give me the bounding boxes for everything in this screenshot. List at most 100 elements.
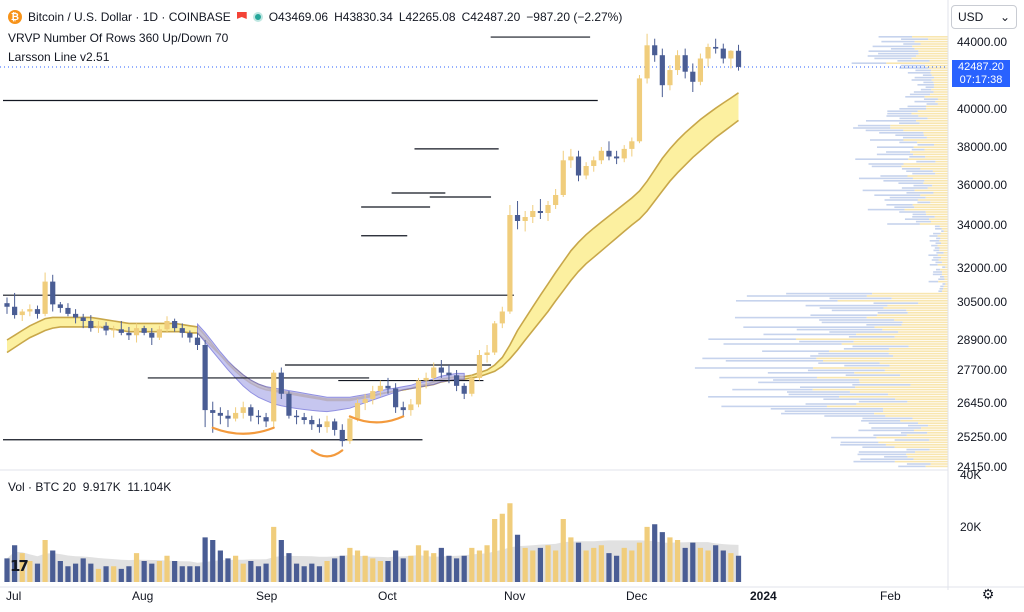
- volume-bar: [248, 561, 254, 582]
- last-price-value: 42487.20: [958, 61, 1004, 73]
- volume-bar: [720, 550, 726, 582]
- candle-body: [476, 355, 483, 378]
- x-tick-label: 2024: [750, 589, 777, 603]
- y-tick-label: 30500.00: [957, 295, 1007, 309]
- currency-selector[interactable]: USD ⌄: [951, 5, 1017, 29]
- volume-bar: [652, 524, 658, 582]
- candle-body: [50, 281, 56, 305]
- volume-bar: [697, 547, 704, 582]
- volume-bar: [408, 555, 414, 582]
- flag-icon[interactable]: [236, 12, 247, 19]
- y-tick-label: 40000.00: [957, 102, 1007, 116]
- candle-body: [499, 311, 505, 324]
- candle-body: [301, 417, 307, 420]
- indicator-larsson[interactable]: Larsson Line v2.51: [8, 50, 110, 64]
- volume-bar: [690, 542, 696, 582]
- candle-body: [514, 215, 521, 221]
- band-fill: [7, 92, 739, 401]
- volume-bar: [614, 555, 620, 582]
- candle-body: [431, 367, 437, 378]
- volume-bar: [65, 566, 71, 582]
- candle-body: [164, 321, 170, 330]
- volume-bar: [423, 550, 429, 582]
- volume-bar: [453, 558, 460, 582]
- candle-body: [179, 328, 185, 333]
- volume-bar: [324, 561, 330, 582]
- volume-value-1: 9.917K: [82, 480, 121, 494]
- candle-body: [133, 328, 140, 336]
- candle-body: [713, 46, 719, 49]
- candle-body: [156, 329, 162, 338]
- indicator-vrvp[interactable]: VRVP Number Of Rows 360 Up/Down 70: [8, 31, 229, 45]
- volume-bar: [240, 563, 246, 582]
- candle-body: [629, 141, 635, 149]
- volume-bar: [88, 563, 94, 582]
- candle-body: [507, 215, 513, 312]
- candle-body: [172, 321, 178, 329]
- orange-arc[interactable]: [211, 426, 275, 435]
- ohlc-open: O43469.06: [268, 10, 329, 24]
- orange-arcs: [211, 415, 405, 458]
- last-price-label: 42487.20 07:17:38: [952, 60, 1010, 87]
- x-tick-label: Oct: [378, 589, 397, 603]
- candle-body: [34, 309, 41, 314]
- candle-body: [248, 407, 254, 416]
- volume-label[interactable]: Vol · BTC 20: [8, 480, 77, 494]
- candle-body: [606, 150, 612, 157]
- y-tick-label: 26450.00: [957, 396, 1007, 410]
- candle-body: [240, 407, 246, 413]
- volume-bar: [164, 555, 170, 582]
- band-lower-line: [6, 119, 739, 400]
- candle-body: [415, 380, 422, 405]
- orange-arc[interactable]: [348, 415, 405, 424]
- volume-bar: [667, 537, 673, 582]
- symbol-title[interactable]: Bitcoin / U.S. Dollar · 1D · COINBASE: [28, 10, 231, 24]
- volume-bar: [431, 553, 437, 582]
- candle-body: [575, 156, 582, 176]
- candle-body: [141, 328, 147, 333]
- candle-body: [530, 211, 536, 217]
- candle-body: [95, 325, 102, 329]
- volume-bar: [644, 526, 650, 582]
- candle-body: [42, 281, 48, 314]
- y-tick-label: 24150.00: [957, 460, 1007, 474]
- candle-body: [393, 388, 399, 408]
- volume-bar: [255, 566, 262, 582]
- candle-body: [697, 58, 704, 82]
- purple-ribbon-fill: [197, 322, 465, 413]
- candle-body: [469, 377, 475, 394]
- volume-bar: [4, 558, 10, 582]
- volume-bar: [514, 534, 521, 582]
- candle-body: [4, 303, 10, 307]
- volume-bar: [682, 547, 688, 582]
- candle-body: [598, 150, 604, 161]
- volume-bar: [263, 563, 269, 582]
- volume-bar: [530, 550, 536, 582]
- candle-body: [225, 415, 231, 419]
- gear-icon[interactable]: ⚙: [981, 586, 995, 602]
- ohlc-high: H43830.34: [334, 10, 393, 24]
- volume-bar: [461, 555, 467, 582]
- candle-body: [492, 323, 498, 353]
- ohlc-change: −987.20 (−2.27%): [526, 10, 623, 24]
- volume-bar: [705, 550, 711, 582]
- volume-bar: [339, 555, 345, 582]
- market-status-icon[interactable]: [252, 12, 263, 22]
- volume-bar: [57, 561, 63, 582]
- volume-bar: [545, 545, 551, 582]
- orange-arc[interactable]: [310, 449, 344, 458]
- volume-bar: [507, 503, 513, 582]
- volume-bar: [316, 566, 323, 582]
- candle-body: [286, 393, 292, 416]
- candle-body: [187, 332, 193, 338]
- candle-body: [644, 45, 650, 79]
- tradingview-logo-icon[interactable]: 17: [10, 557, 29, 575]
- y-tick-label: 36000.00: [957, 178, 1007, 192]
- volume-bar: [301, 566, 307, 582]
- candle-body: [652, 45, 658, 56]
- candle-body: [568, 156, 574, 161]
- candle-body: [316, 424, 323, 428]
- volume-bar: [438, 547, 444, 582]
- volume-bar: [72, 563, 79, 582]
